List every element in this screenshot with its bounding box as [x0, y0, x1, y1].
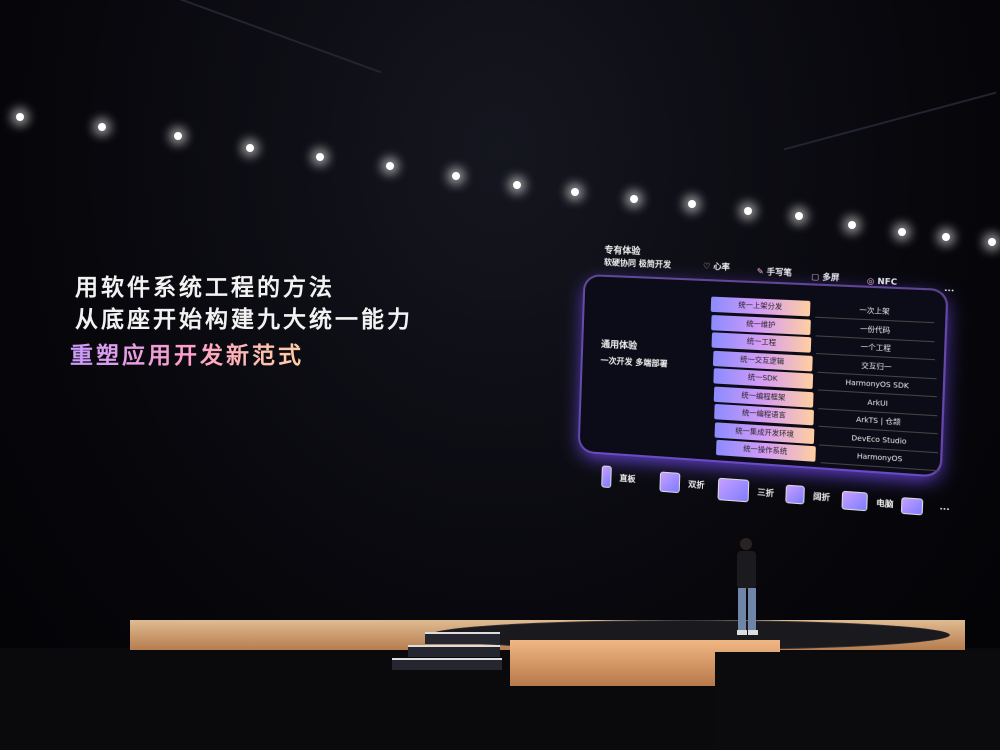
device-list: 直板双折三折 阔折电脑...: [585, 236, 973, 516]
spotlight: [16, 113, 24, 121]
capability-pill: 统一工程: [711, 332, 812, 353]
spotlight: [316, 153, 324, 161]
feature-2: ▢ 多屏: [811, 271, 839, 284]
feature-label: 多屏: [822, 272, 840, 283]
device-label: 双折: [688, 479, 705, 490]
exclusive-title: 专有体验: [604, 245, 641, 258]
features-more: ...: [944, 283, 955, 294]
device-shape-icon: [601, 465, 612, 489]
feature-0: ♡ 心率: [703, 261, 730, 273]
spotlight: [571, 188, 579, 196]
spotlight: [386, 162, 394, 170]
feature-label: 手写笔: [766, 267, 793, 278]
capability-pill: 统一维护: [711, 314, 812, 335]
general-experience-panel: 通用体验 一次开发 多端部署 统一上架分发 一次上架 统一维护 一份代码 统一工程 一个工…: [579, 276, 947, 476]
spotlight: [988, 238, 996, 246]
device-item: 三折: [717, 477, 775, 505]
spotlight: [744, 207, 752, 215]
device-shape-icon: [900, 497, 924, 516]
spotlight: [98, 123, 106, 131]
spotlight: [246, 144, 254, 152]
spotlight: [630, 195, 638, 203]
device-label: 阔折: [812, 491, 831, 502]
stage-step: [425, 632, 500, 644]
device-item: [900, 497, 932, 516]
headline-line-2: 从底座开始构建九大统一能力: [75, 307, 413, 333]
feature-3: ◎ NFC: [867, 276, 897, 287]
device-item: 电脑: [841, 490, 894, 514]
capability-pill: 统一上架分发: [710, 296, 811, 317]
spotlight: [452, 172, 460, 180]
device-shape-icon: [717, 477, 750, 503]
stylus-icon: ✎: [756, 266, 764, 277]
headline-line-3: 重塑应用开发新范式: [70, 336, 304, 370]
spotlight: [848, 221, 856, 229]
general-title: 通用体验: [600, 339, 638, 352]
multi-screen-icon: ▢: [811, 271, 820, 282]
device-item: 直板: [601, 465, 636, 490]
presentation-slide: 专有体验 软硬协同 极简开发 ♡ 心率 ✎ 手写笔 ▢ 多屏 ◎ NFC... 通用体…: [576, 236, 974, 535]
device-item: 阔折: [785, 484, 831, 507]
stage-step: [408, 645, 500, 657]
exclusive-subtitle: 软硬协同 极简开发: [603, 257, 672, 270]
heart-rate-icon: ♡: [702, 261, 711, 272]
device-label: 三折: [757, 487, 775, 498]
spotlight: [688, 200, 696, 208]
stage-step: [392, 658, 502, 670]
nfc-icon: ◎: [866, 276, 875, 286]
presenter: [737, 538, 758, 635]
capability-pill: 统一交互逻辑: [712, 350, 813, 371]
spotlight: [898, 228, 906, 236]
feature-label: NFC: [877, 276, 898, 287]
ceiling-truss: [783, 91, 997, 151]
device-shape-icon: [659, 471, 681, 494]
headline-line-1: 用软件系统工程的方法: [75, 275, 335, 301]
spotlight: [174, 132, 182, 140]
capability-pill: 统一操作系统: [715, 439, 816, 462]
ceiling-truss: [98, 0, 382, 74]
spotlight: [942, 233, 950, 241]
general-subtitle: 一次开发 多端部署: [600, 355, 668, 369]
device-label: 电脑: [876, 497, 894, 509]
spotlight: [795, 212, 803, 220]
feature-label: 心率: [713, 261, 730, 272]
device-shape-icon: [785, 484, 805, 505]
feature-1: ✎ 手写笔: [757, 266, 793, 279]
stage-monitor-speaker: [715, 652, 1000, 750]
device-label: 直板: [619, 473, 636, 484]
device-shape-icon: [841, 490, 868, 512]
spotlight: [513, 181, 521, 189]
devices-more: ...: [939, 501, 950, 513]
device-item: 双折: [659, 471, 705, 495]
feature-list: ♡ 心率 ✎ 手写笔 ▢ 多屏 ◎ NFC...: [585, 236, 973, 294]
